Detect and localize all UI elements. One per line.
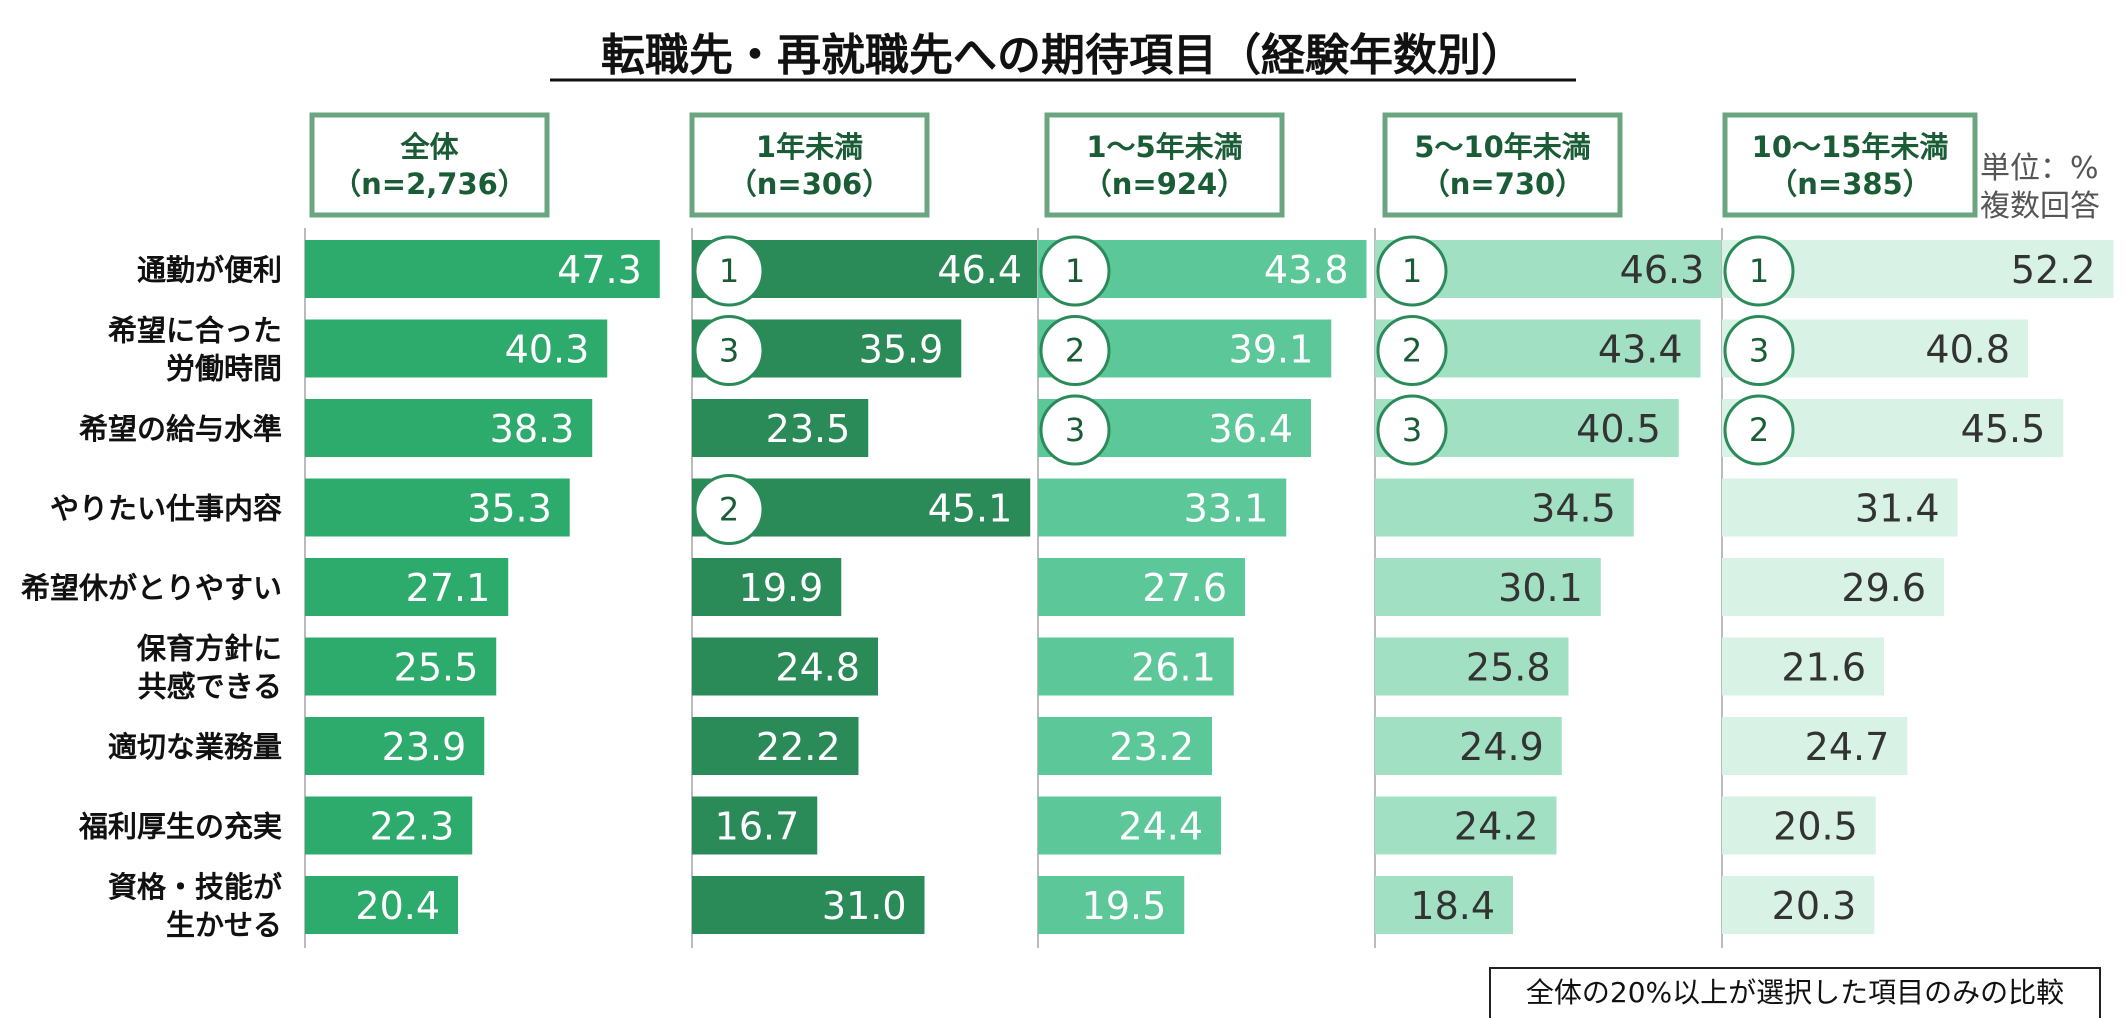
chart-title: 転職先・再就職先への期待項目（経験年数別） xyxy=(601,30,1525,81)
series-panels: 全体（n=2,736） 47.3 40.3 38.3 35.3 27.1 25.5 23.9 2… xyxy=(305,115,2114,948)
data-label: 19.9 xyxy=(739,566,824,610)
data-label: 45.5 xyxy=(1961,407,2046,451)
data-label: 45.1 xyxy=(928,487,1013,531)
data-label: 18.4 xyxy=(1410,884,1495,928)
data-label: 46.4 xyxy=(937,248,1022,292)
data-label: 24.4 xyxy=(1118,805,1203,849)
data-label: 27.6 xyxy=(1142,566,1227,610)
data-label: 27.1 xyxy=(406,566,491,610)
data-label: 16.7 xyxy=(715,805,800,849)
series-name: 全体 xyxy=(399,130,459,164)
data-label: 43.8 xyxy=(1264,248,1349,292)
chart: 転職先・再就職先への期待項目（経験年数別） 単位：% 複数回答 通勤が便利希望に… xyxy=(0,0,2125,1018)
rank-number: 3 xyxy=(1402,411,1422,449)
rank-number: 2 xyxy=(1402,332,1422,370)
series-panel: 1年未満（n=306） 46.4 1 35.9 3 23.5 45.1 219.9 24.8 22… xyxy=(692,115,1040,948)
chart-title-group: 転職先・再就職先への期待項目（経験年数別） xyxy=(550,30,1576,81)
series-name: 5～10年未満 xyxy=(1414,130,1591,164)
category-label: 希望の給与水準 xyxy=(79,412,282,446)
category-label: 保育方針に xyxy=(136,632,282,666)
data-label: 40.3 xyxy=(505,328,590,372)
data-label: 25.5 xyxy=(394,646,479,690)
category-label: 共感できる xyxy=(138,670,282,704)
series-panel: 5～10年未満（n=730） 46.3 1 43.4 2 40.5 3 34.5 30.1 25.… xyxy=(1375,115,1722,948)
rank-number: 1 xyxy=(1402,252,1422,290)
data-label: 25.8 xyxy=(1466,646,1551,690)
data-label: 35.3 xyxy=(467,487,552,531)
data-label: 47.3 xyxy=(557,248,642,292)
series-n-label: （n=2,736） xyxy=(332,167,527,201)
data-label: 30.1 xyxy=(1498,566,1583,610)
data-label: 20.5 xyxy=(1773,805,1858,849)
series-panel: 1～5年未満（n=924） 43.8 1 39.1 2 36.4 3 33.1 27.6 26.1… xyxy=(1038,115,1367,948)
data-label: 31.4 xyxy=(1855,487,1940,531)
category-label: 希望休がとりやすい xyxy=(21,571,282,605)
category-label: 資格・技能が xyxy=(108,870,282,904)
data-label: 31.0 xyxy=(822,884,907,928)
data-label: 20.4 xyxy=(355,884,440,928)
rank-number: 2 xyxy=(1065,332,1085,370)
data-label: 39.1 xyxy=(1229,328,1314,372)
data-label: 46.3 xyxy=(1620,248,1705,292)
rank-number: 2 xyxy=(1749,411,1769,449)
category-label: やりたい仕事内容 xyxy=(50,492,282,526)
series-n-label: （n=924） xyxy=(1083,167,1246,201)
data-label: 23.5 xyxy=(766,407,851,451)
data-label: 52.2 xyxy=(2011,248,2096,292)
data-label: 26.1 xyxy=(1131,646,1216,690)
data-label: 43.4 xyxy=(1598,328,1683,372)
data-label: 24.9 xyxy=(1459,725,1544,769)
data-label: 33.1 xyxy=(1184,487,1269,531)
series-name: 10～15年未満 xyxy=(1752,130,1949,164)
series-name: 1年未満 xyxy=(756,130,863,164)
rank-number: 3 xyxy=(1749,332,1769,370)
data-label: 21.6 xyxy=(1781,646,1866,690)
series-n-label: （n=730） xyxy=(1421,167,1584,201)
data-label: 22.3 xyxy=(370,805,455,849)
unit-label: 単位：% xyxy=(1980,151,2099,186)
footnote: 全体の20%以上が選択した項目のみの比較 xyxy=(1490,968,2100,1018)
category-label: 通勤が便利 xyxy=(137,253,282,287)
rank-number: 2 xyxy=(719,491,739,529)
data-label: 23.9 xyxy=(382,725,467,769)
unit-note: 単位：% 複数回答 xyxy=(1980,151,2100,224)
rank-number: 1 xyxy=(719,252,739,290)
category-label: 生かせる xyxy=(166,908,282,942)
series-n-label: （n=385） xyxy=(1768,167,1931,201)
category-label: 福利厚生の充実 xyxy=(78,810,282,844)
rank-number: 1 xyxy=(1065,252,1085,290)
series-panel: 10～15年未満（n=385） 52.2 1 40.8 3 45.5 2 31.4 29.6 21… xyxy=(1722,115,2114,948)
data-label: 24.8 xyxy=(775,646,860,690)
category-label: 労働時間 xyxy=(166,352,282,386)
data-label: 34.5 xyxy=(1531,487,1616,531)
data-label: 40.5 xyxy=(1576,407,1661,451)
data-label: 29.6 xyxy=(1841,566,1926,610)
multiple-answer-label: 複数回答 xyxy=(1980,189,2100,224)
data-label: 36.4 xyxy=(1208,407,1293,451)
data-label: 19.5 xyxy=(1082,884,1167,928)
series-name: 1～5年未満 xyxy=(1086,130,1242,164)
category-labels: 通勤が便利希望に合った労働時間希望の給与水準やりたい仕事内容希望休がとりやすい保… xyxy=(21,253,282,942)
series-n-label: （n=306） xyxy=(728,167,891,201)
data-label: 22.2 xyxy=(756,725,841,769)
data-label: 38.3 xyxy=(490,407,575,451)
category-label: 適切な業務量 xyxy=(108,730,282,764)
data-label: 23.2 xyxy=(1109,725,1194,769)
data-label: 35.9 xyxy=(859,328,944,372)
data-label: 40.8 xyxy=(1925,328,2010,372)
rank-number: 3 xyxy=(1065,411,1085,449)
rank-number: 1 xyxy=(1749,252,1769,290)
footnote-text: 全体の20%以上が選択した項目のみの比較 xyxy=(1526,976,2064,1009)
data-label: 20.3 xyxy=(1772,884,1857,928)
data-label: 24.2 xyxy=(1454,805,1539,849)
category-label: 希望に合った xyxy=(108,314,282,348)
rank-number: 3 xyxy=(719,332,739,370)
series-panel: 全体（n=2,736） 47.3 40.3 38.3 35.3 27.1 25.5 23.9 2… xyxy=(305,115,660,948)
data-label: 24.7 xyxy=(1805,725,1890,769)
